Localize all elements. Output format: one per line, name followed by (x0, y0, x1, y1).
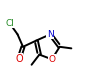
Text: N: N (47, 30, 54, 39)
Text: O: O (48, 55, 55, 64)
Text: O: O (15, 54, 23, 63)
Text: Cl: Cl (5, 19, 14, 28)
